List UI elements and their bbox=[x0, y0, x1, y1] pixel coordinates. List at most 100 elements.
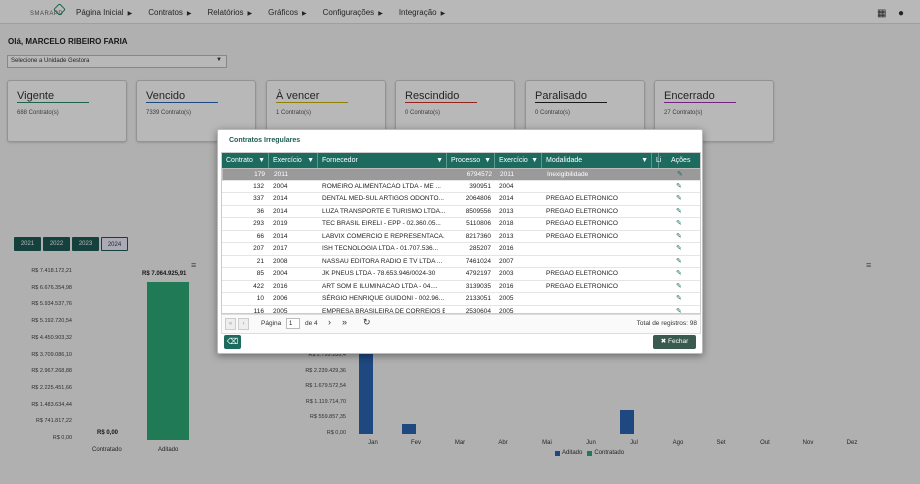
clear-filter-button[interactable]: ⌫ bbox=[224, 335, 241, 349]
table-row[interactable]: 293 2019 TEC BRASIL EIRELI - EPP - 02.360.… bbox=[222, 218, 700, 231]
main-menu: Página Inicial ▶ Contratos ▶ Relatórios ▶ Gráf… bbox=[76, 8, 461, 17]
table-cell: TEC BRASIL EIRELI - EPP - 02.360.05... bbox=[322, 220, 441, 227]
column-header[interactable]: Li bbox=[652, 153, 662, 168]
filter-icon[interactable]: ▼ bbox=[307, 157, 314, 164]
y-tick-label: R$ 559.857,35 bbox=[309, 414, 346, 420]
edit-icon[interactable]: ✎ bbox=[676, 232, 682, 240]
edit-icon[interactable]: ✎ bbox=[676, 307, 682, 314]
table-cell: 2005 bbox=[499, 295, 514, 302]
page-of-label: de 4 bbox=[305, 320, 318, 327]
edit-icon[interactable]: ✎ bbox=[676, 282, 682, 290]
filter-icon[interactable]: ▼ bbox=[641, 157, 648, 164]
status-card[interactable]: Vigente 688 Contrato(s) bbox=[7, 80, 127, 142]
column-header-label: Modalidade bbox=[546, 157, 583, 164]
apps-grid-icon[interactable]: ▦ bbox=[877, 8, 887, 19]
table-cell: 2014 bbox=[273, 232, 288, 240]
contracts-table: Contrato ▼ Exercício ▼ Fornecedor ▼ Processo ▼ E… bbox=[221, 152, 701, 314]
table-row[interactable]: 207 2017 ISH TECNOLOGIA LTDA - 01.707.536.… bbox=[222, 243, 700, 256]
menu-item[interactable]: Contratos ▶ bbox=[148, 8, 191, 17]
prev-page-button[interactable]: ‹ bbox=[238, 318, 249, 330]
edit-icon[interactable]: ✎ bbox=[676, 220, 682, 227]
close-label: Fechar bbox=[668, 338, 689, 345]
unit-select[interactable]: Selecione a Unidade Gestora ▼ bbox=[7, 55, 227, 68]
table-row[interactable]: 422 2016 ART SOM E ILUMINACAO LTDA - 04...… bbox=[222, 280, 700, 293]
y-tick-label: R$ 5.192.720,54 bbox=[31, 318, 72, 325]
brand-logo: SMARAPD bbox=[30, 11, 64, 17]
table-row[interactable]: 132 2004 ROMEIRO ALIMENTACAO LTDA - ME ...… bbox=[222, 180, 700, 193]
table-row[interactable]: 21 2008 NASSAU EDITORA RADIO E TV LTDA ...… bbox=[222, 255, 700, 268]
month-label: Out bbox=[760, 440, 770, 446]
table-cell: 2530604 bbox=[465, 307, 491, 314]
y-tick-label: R$ 1.483.634,44 bbox=[31, 401, 72, 408]
menu-item[interactable]: Integração ▶ bbox=[399, 8, 445, 17]
filter-icon[interactable]: ▼ bbox=[258, 157, 265, 164]
next-page-button[interactable]: › bbox=[328, 317, 331, 327]
filter-icon[interactable]: ▼ bbox=[531, 157, 538, 164]
column-header[interactable]: Contrato ▼ bbox=[222, 153, 269, 168]
column-header-label: Fornecedor bbox=[322, 157, 358, 164]
column-header[interactable]: Exercício ▼ bbox=[269, 153, 318, 168]
table-cell bbox=[546, 256, 650, 268]
table-row[interactable]: 10 2006 SÉRGIO HENRIQUE GUIDONI - 002.96..… bbox=[222, 293, 700, 306]
table-row[interactable]: 179 2011 6794572 2011 Inexigibilidade ✎ bbox=[222, 168, 700, 181]
table-cell: 66 bbox=[256, 232, 264, 240]
column-header[interactable]: Processo ▼ bbox=[447, 153, 495, 168]
edit-icon[interactable]: ✎ bbox=[676, 182, 682, 190]
table-cell: PREGAO ELETRONICO bbox=[546, 282, 618, 290]
table-cell: 285207 bbox=[469, 245, 491, 252]
table-cell bbox=[546, 306, 650, 314]
year-tab[interactable]: 2021 bbox=[14, 237, 41, 251]
table-cell: PREGAO ELETRONICO bbox=[546, 220, 618, 227]
legend-aditado[interactable]: Aditado bbox=[562, 450, 583, 456]
menu-item[interactable]: Configurações ▶ bbox=[323, 8, 383, 17]
year-tab[interactable]: 2022 bbox=[43, 237, 70, 251]
edit-icon[interactable]: ✎ bbox=[676, 270, 682, 277]
column-header-label: Li bbox=[656, 157, 662, 164]
table-cell: 2016 bbox=[499, 282, 514, 290]
edit-icon[interactable]: ✎ bbox=[676, 245, 682, 252]
user-icon[interactable]: ● bbox=[898, 8, 905, 19]
page-input[interactable]: 1 bbox=[286, 318, 300, 329]
table-cell: 390951 bbox=[469, 182, 491, 190]
edit-icon[interactable]: ✎ bbox=[676, 295, 682, 302]
table-row[interactable]: 337 2014 DENTAL MED-SUL ARTIGOS ODONTO... 2… bbox=[222, 193, 700, 206]
card-count: 688 Contrato(s) bbox=[17, 110, 59, 116]
edit-icon[interactable]: ✎ bbox=[676, 195, 682, 202]
edit-icon[interactable]: ✎ bbox=[676, 257, 682, 265]
table-row[interactable]: 36 2014 LUZA TRANSPORTE E TURISMO LTDA... 8… bbox=[222, 205, 700, 218]
last-page-button[interactable]: » bbox=[342, 317, 348, 327]
edit-icon[interactable]: ✎ bbox=[677, 171, 683, 178]
column-header[interactable]: Modalidade ▼ bbox=[542, 153, 652, 168]
first-page-button[interactable]: « bbox=[225, 318, 236, 330]
menu-item[interactable]: Gráficos ▶ bbox=[268, 8, 306, 17]
table-row[interactable]: 66 2014 LABVIX COMERCIO E REPRESENTACA... 8… bbox=[222, 230, 700, 243]
close-icon: ✖ bbox=[660, 338, 669, 345]
card-underline bbox=[17, 102, 89, 103]
table-row[interactable]: 85 2004 JK PNEUS LTDA - 78.653.946/0024-30… bbox=[222, 268, 700, 281]
year-tab[interactable]: 2023 bbox=[72, 237, 99, 251]
column-header[interactable]: Exercício ▼ bbox=[495, 153, 542, 168]
bar-aditado bbox=[402, 424, 416, 434]
year-tab[interactable]: 2024 bbox=[101, 237, 128, 251]
refresh-icon[interactable]: ↻ bbox=[363, 317, 371, 327]
chart-menu-icon[interactable]: ≡ bbox=[191, 260, 197, 270]
filter-icon[interactable]: ▼ bbox=[436, 157, 443, 164]
chart-menu-icon[interactable]: ≡ bbox=[866, 260, 872, 270]
edit-icon[interactable]: ✎ bbox=[676, 207, 682, 215]
card-count: 7339 Contrato(s) bbox=[146, 110, 192, 116]
month-label: Abr bbox=[498, 440, 508, 446]
y-tick-label: R$ 2.239.429,36 bbox=[305, 367, 346, 374]
table-cell: NASSAU EDITORA RADIO E TV LTDA ... bbox=[322, 257, 443, 265]
menu-item[interactable]: Página Inicial ▶ bbox=[76, 8, 132, 17]
filter-icon[interactable]: ▼ bbox=[484, 157, 491, 164]
menu-item[interactable]: Relatórios ▶ bbox=[208, 8, 253, 17]
column-header[interactable]: Fornecedor ▼ bbox=[318, 153, 447, 168]
bar-value-label: R$ 0,00 bbox=[97, 430, 119, 436]
bar-aditado bbox=[359, 352, 373, 434]
y-tick-label: R$ 2.225.451,66 bbox=[31, 384, 72, 391]
table-row[interactable]: 116 2005 EMPRESA BRASILEIRA DE CORREIOS E.… bbox=[222, 305, 700, 314]
legend-contratado[interactable]: Contratado bbox=[594, 450, 625, 456]
top-nav: SMARAPD Página Inicial ▶ Contratos ▶ Relatór… bbox=[0, 0, 920, 24]
caret-right-icon: ▶ bbox=[440, 11, 446, 17]
close-button[interactable]: ✖ Fechar bbox=[653, 335, 696, 349]
